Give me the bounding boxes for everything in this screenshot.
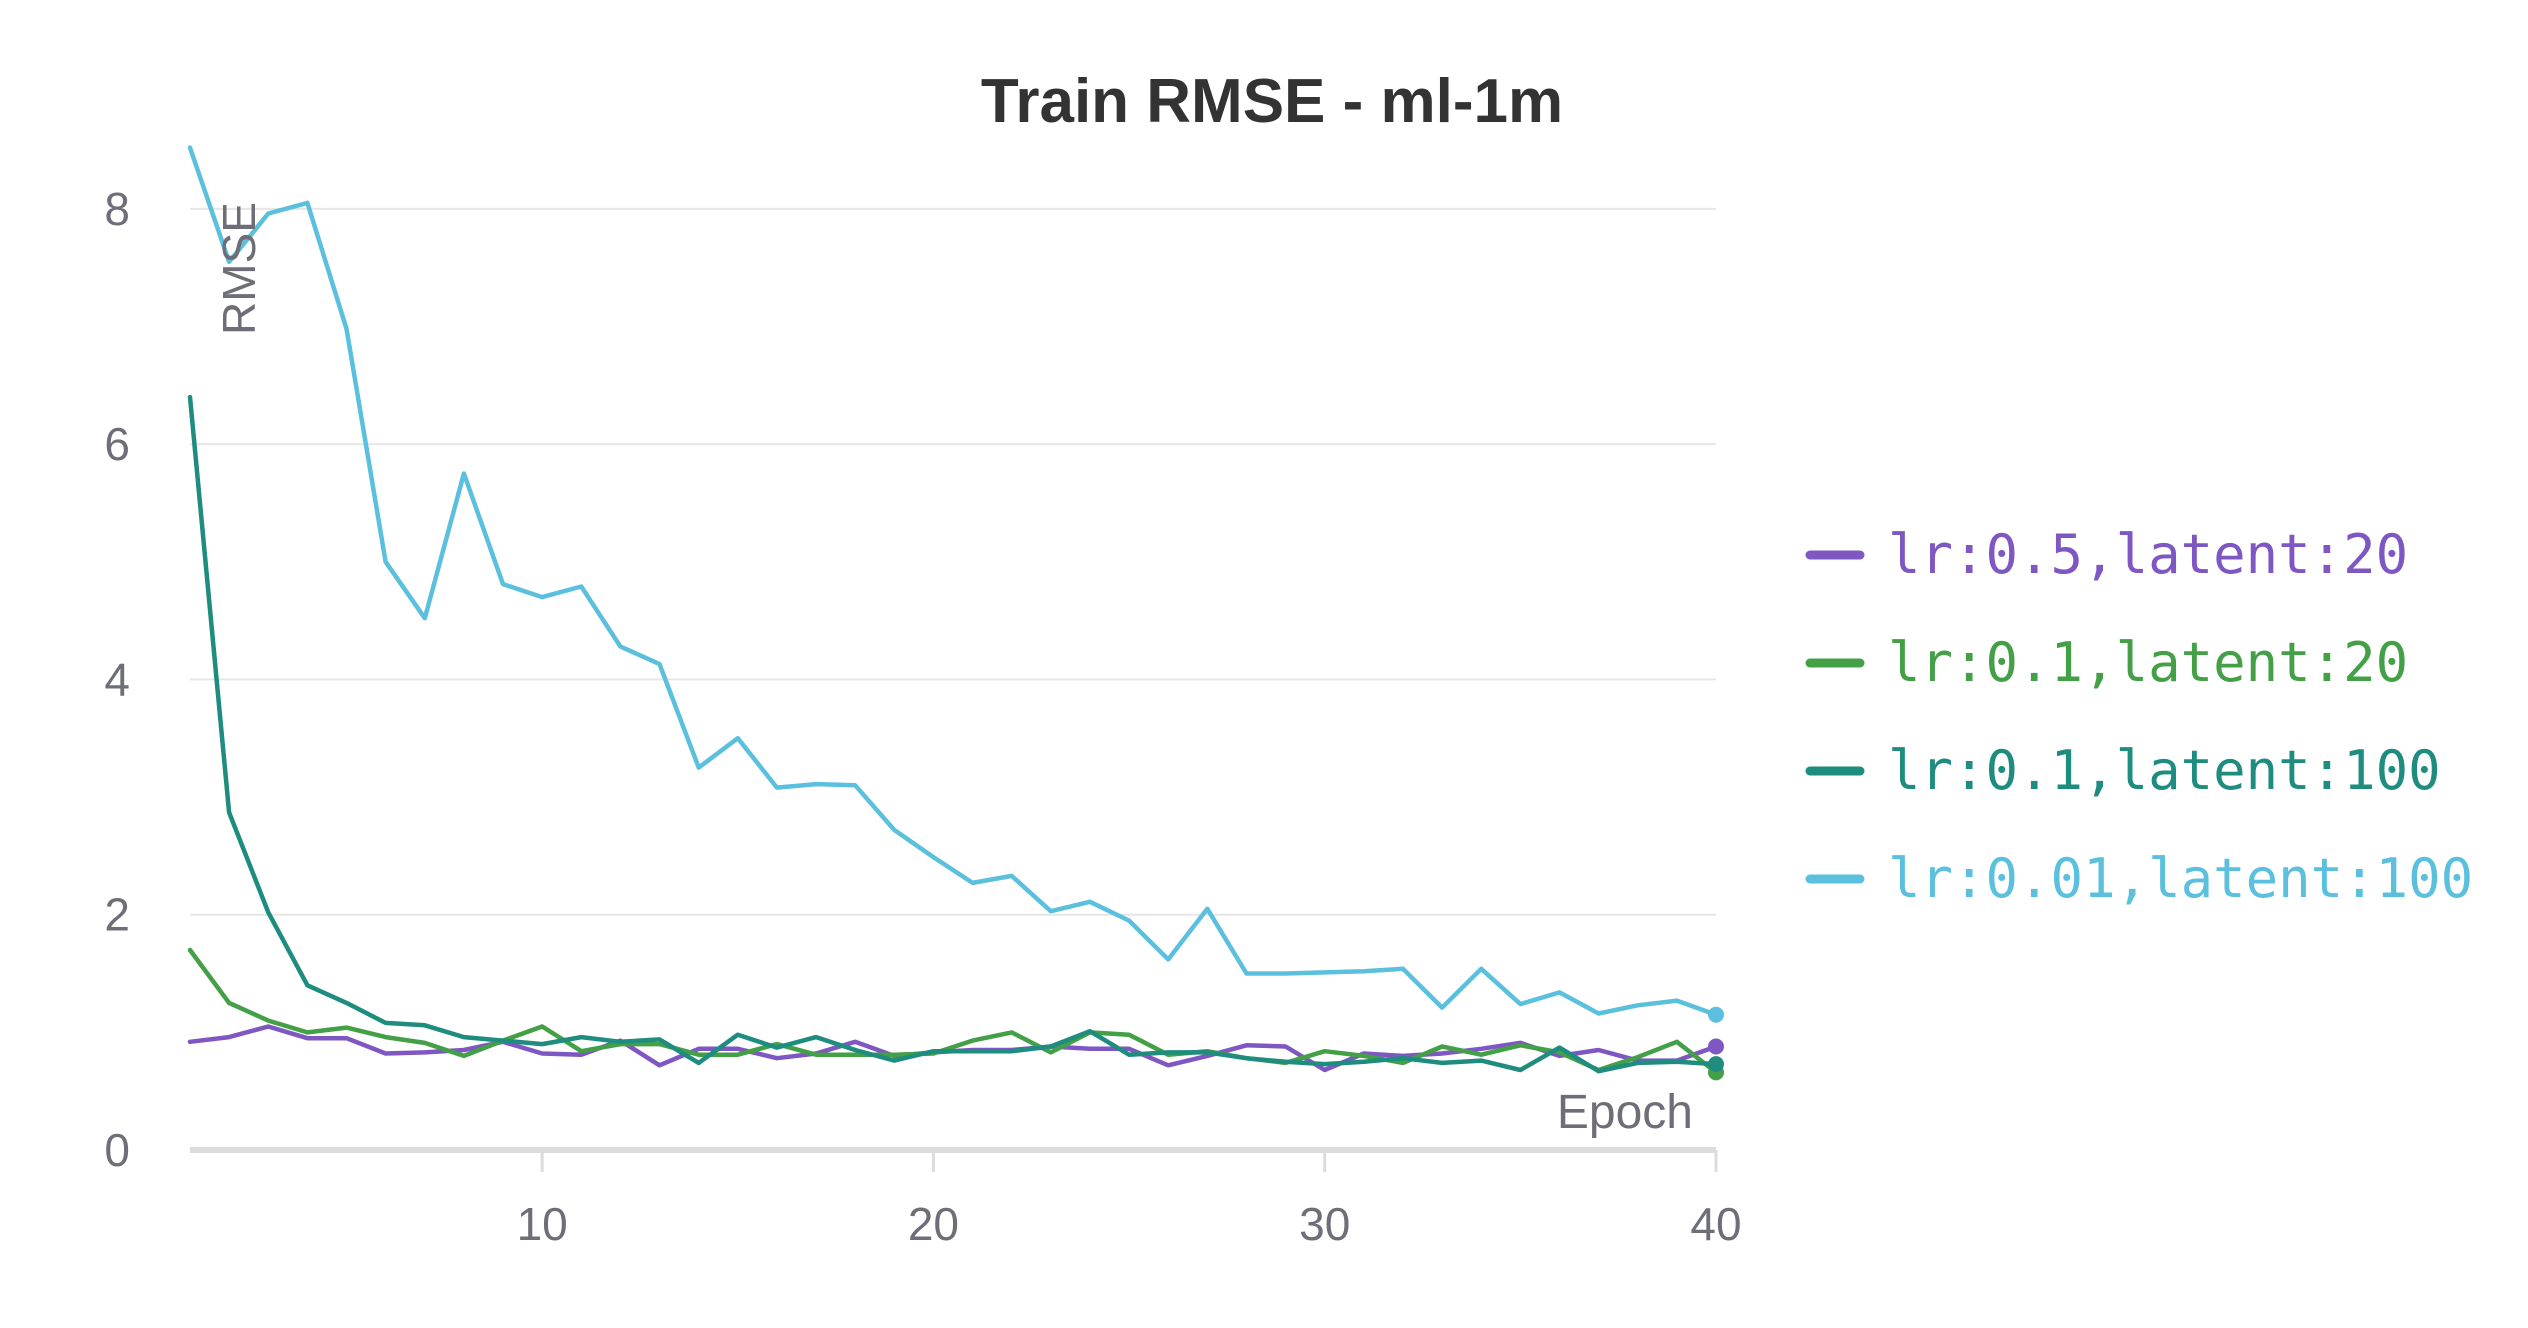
series-line-2 — [187, 394, 1719, 1074]
series-end-point-0 — [1708, 1038, 1724, 1055]
y-axis-ticks: 0 2 4 6 8 — [104, 183, 130, 1176]
chart-title: Train RMSE - ml-1m — [981, 67, 1563, 136]
series-lines — [187, 145, 1719, 1075]
y-tick-label: 2 — [104, 889, 130, 941]
series-end-point-2 — [1708, 1056, 1724, 1073]
series-line-1 — [187, 947, 1719, 1075]
series-end-markers — [1708, 1006, 1724, 1081]
legend-label-0: lr:0.5,latent:20 — [1888, 523, 2408, 586]
x-axis-label: Epoch — [1557, 1086, 1693, 1139]
x-axis-ticks: 10 20 30 40 — [517, 1150, 1742, 1250]
y-tick-label: 6 — [104, 418, 130, 470]
series-end-point-3 — [1708, 1006, 1724, 1023]
legend-label-2: lr:0.1,latent:100 — [1888, 739, 2441, 802]
y-tick-label: 8 — [104, 183, 130, 235]
series-line-3 — [187, 145, 1719, 1017]
legend-label-1: lr:0.1,latent:20 — [1888, 631, 2408, 694]
grid-lines — [190, 207, 1716, 916]
y-axis-label: RMSE — [213, 202, 265, 335]
x-tick-label: 40 — [1690, 1198, 1741, 1250]
x-tick-label: 10 — [517, 1198, 568, 1250]
y-tick-label: 0 — [104, 1124, 130, 1176]
x-tick-label: 20 — [908, 1198, 959, 1250]
legend: lr:0.5,latent:20 lr:0.1,latent:20 lr:0.1,l… — [1805, 523, 2473, 910]
y-tick-label: 4 — [104, 653, 130, 705]
x-tick-label: 30 — [1299, 1198, 1350, 1250]
legend-label-3: lr:0.01,latent:100 — [1888, 847, 2473, 910]
